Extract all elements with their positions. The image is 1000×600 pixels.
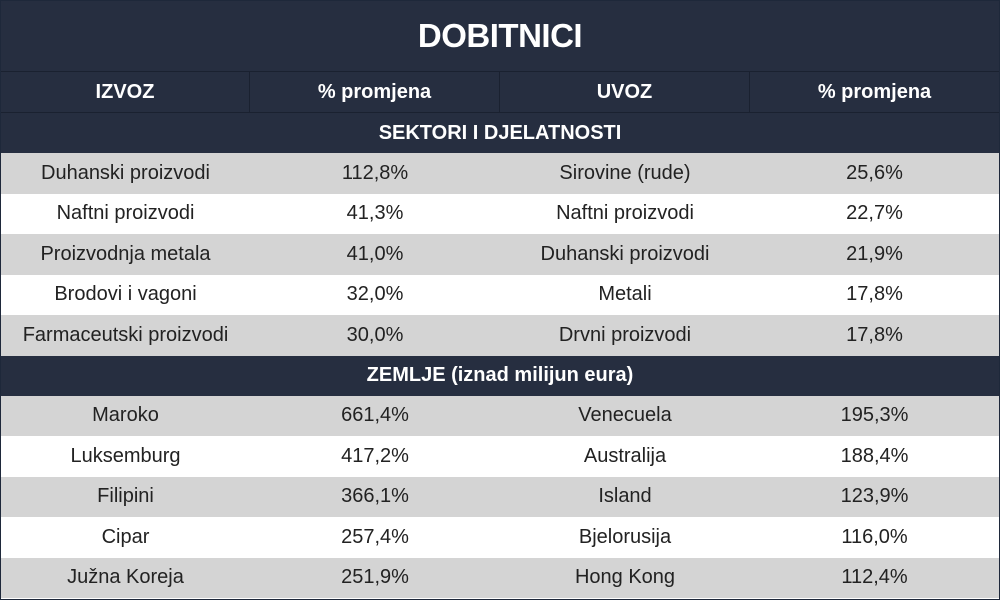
import-change: 25,6% bbox=[846, 161, 903, 184]
export-change: 41,0% bbox=[346, 242, 404, 265]
header-import: UVOZ bbox=[500, 72, 750, 112]
import-item: Duhanski proizvodi bbox=[540, 242, 710, 265]
table-row: Južna Koreja 251,9% Hong Kong 112,4% bbox=[1, 557, 999, 598]
export-change: 32,0% bbox=[346, 283, 404, 306]
import-change: 22,7% bbox=[846, 202, 903, 225]
import-item: Bjelorusija bbox=[578, 525, 672, 548]
import-change: 123,9% bbox=[840, 485, 909, 508]
export-item: Farmaceutski proizvodi bbox=[22, 323, 229, 346]
header-row: IZVOZ % promjena UVOZ % promjena bbox=[1, 72, 999, 113]
table-row: Luksemburg 417,2% Australija 188,4% bbox=[1, 436, 999, 477]
export-change: 30,0% bbox=[346, 323, 404, 346]
section-header-sectors: SEKTORI I DJELATNOSTI bbox=[1, 113, 999, 153]
table-row: Maroko 661,4% Venecuela 195,3% bbox=[1, 395, 999, 436]
header-import-change: % promjena bbox=[817, 80, 932, 103]
import-item: Australija bbox=[583, 444, 667, 467]
import-item: Metali bbox=[598, 283, 652, 306]
import-item: Venecuela bbox=[578, 404, 672, 427]
export-change: 366,1% bbox=[341, 485, 409, 508]
import-item: Hong Kong bbox=[574, 566, 676, 589]
import-change: 17,8% bbox=[846, 323, 903, 346]
export-change: 251,9% bbox=[341, 566, 409, 589]
import-change: 21,9% bbox=[846, 242, 903, 265]
export-change: 257,4% bbox=[341, 525, 409, 548]
import-item: Naftni proizvodi bbox=[556, 202, 694, 225]
table-row: Farmaceutski proizvodi 30,0% Drvni proiz… bbox=[1, 315, 999, 356]
table-row: Cipar 257,4% Bjelorusija 116,0% bbox=[1, 517, 999, 558]
export-change: 417,2% bbox=[341, 444, 409, 467]
export-item: Filipini bbox=[97, 485, 154, 508]
import-change: 188,4% bbox=[840, 444, 909, 467]
export-item: Maroko bbox=[92, 404, 159, 427]
table-row: Brodovi i vagoni 32,0% Metali 17,8% bbox=[1, 274, 999, 315]
header-export: IZVOZ bbox=[1, 72, 250, 112]
export-item: Naftni proizvodi bbox=[56, 202, 195, 225]
table-title: DOBITNICI bbox=[1, 1, 999, 72]
import-item: Island bbox=[598, 485, 652, 508]
table-row: Proizvodnja metala 41,0% Duhanski proizv… bbox=[1, 234, 999, 275]
export-change: 112,8% bbox=[341, 161, 409, 184]
import-item: Sirovine (rude) bbox=[559, 161, 691, 184]
export-item: Cipar bbox=[101, 525, 150, 548]
import-change: 112,4% bbox=[841, 566, 908, 589]
import-change: 116,0% bbox=[841, 525, 908, 548]
import-item: Drvni proizvodi bbox=[558, 323, 692, 346]
export-item: Proizvodnja metala bbox=[40, 242, 211, 265]
export-item: Duhanski proizvodi bbox=[41, 161, 210, 184]
section-header-countries: ZEMLJE (iznad milijun eura) bbox=[1, 355, 999, 396]
export-change: 41,3% bbox=[346, 202, 404, 225]
export-change: 661,4% bbox=[341, 404, 409, 427]
export-item: Luksemburg bbox=[70, 444, 181, 467]
import-change: 17,8% bbox=[846, 283, 903, 306]
header-export-change: % promjena bbox=[250, 72, 500, 112]
table-row: Filipini 366,1% Island 123,9% bbox=[1, 476, 999, 517]
import-change: 195,3% bbox=[840, 404, 909, 427]
export-item: Brodovi i vagoni bbox=[54, 283, 197, 306]
export-item: Južna Koreja bbox=[67, 566, 184, 589]
table-row: Naftni proizvodi 41,3% Naftni proizvodi … bbox=[1, 193, 999, 234]
table-row: Duhanski proizvodi 112,8% Sirovine (rude… bbox=[1, 153, 999, 194]
